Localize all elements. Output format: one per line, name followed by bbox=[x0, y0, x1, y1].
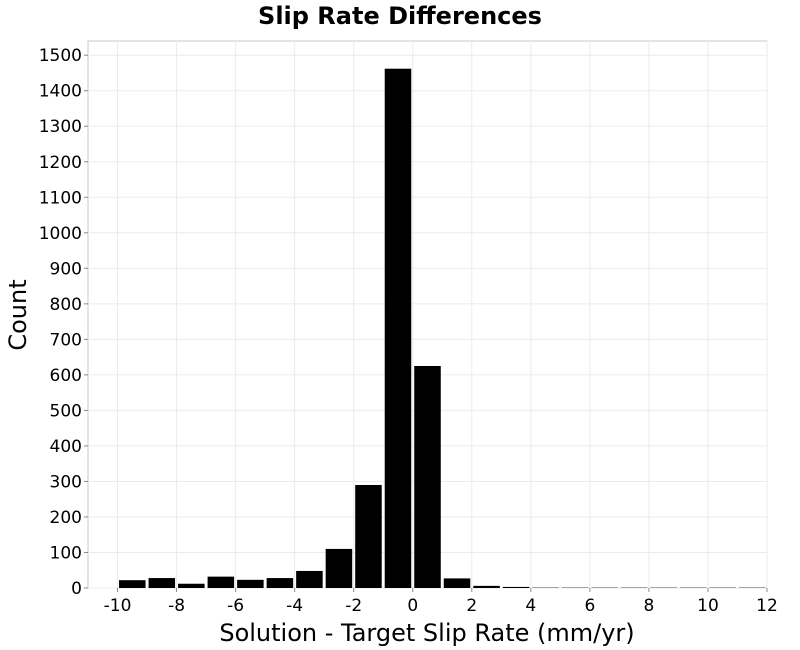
chart-title: Slip Rate Differences bbox=[258, 2, 542, 30]
y-tick-label: 1400 bbox=[39, 82, 82, 102]
y-axis-label: Count bbox=[4, 279, 32, 350]
histogram-bar bbox=[384, 68, 412, 588]
y-tick-label: 400 bbox=[50, 437, 82, 457]
x-tick-label: -10 bbox=[104, 596, 132, 616]
x-tick-label: 0 bbox=[407, 596, 418, 616]
y-tick-label: 700 bbox=[50, 330, 82, 350]
x-tick-label: -4 bbox=[286, 596, 303, 616]
histogram-bar bbox=[207, 576, 235, 588]
bars bbox=[119, 68, 766, 588]
x-tick-label: 4 bbox=[525, 596, 536, 616]
y-tick-label: 300 bbox=[50, 472, 82, 492]
histogram-bar bbox=[237, 579, 264, 588]
y-tick-label: 1500 bbox=[39, 46, 82, 66]
x-tick-label: 10 bbox=[697, 596, 719, 616]
y-tick-label: 500 bbox=[50, 401, 82, 421]
x-axis-ticks: -10 -8 -6 -4 -2 0 2 4 6 8 10 12 bbox=[104, 588, 778, 616]
y-tick-label: 200 bbox=[50, 508, 82, 528]
x-tick-label: -8 bbox=[168, 596, 185, 616]
y-tick-label: 1100 bbox=[39, 188, 82, 208]
y-axis-ticks: 0 100 200 300 400 500 600 700 800 900 1000 1100 1200… bbox=[39, 46, 88, 599]
x-tick-label: -2 bbox=[345, 596, 362, 616]
histogram-bar bbox=[414, 366, 441, 588]
y-tick-label: 600 bbox=[50, 366, 82, 386]
y-tick-label: 1300 bbox=[39, 117, 82, 137]
y-tick-label: 100 bbox=[50, 543, 82, 563]
histogram-bar bbox=[119, 580, 146, 588]
histogram-bar bbox=[502, 586, 530, 588]
histogram-bar bbox=[296, 570, 323, 588]
x-axis-label: Solution - Target Slip Rate (mm/yr) bbox=[219, 619, 634, 647]
y-tick-label: 0 bbox=[71, 579, 82, 599]
histogram-bar bbox=[325, 548, 353, 588]
histogram-bar bbox=[266, 578, 294, 588]
x-tick-label: -6 bbox=[227, 596, 244, 616]
histogram-bar bbox=[178, 583, 205, 588]
y-tick-label: 800 bbox=[50, 295, 82, 315]
x-tick-label: 8 bbox=[643, 596, 654, 616]
histogram-bar bbox=[473, 585, 500, 588]
histogram-bar bbox=[355, 484, 382, 588]
x-tick-label: 6 bbox=[584, 596, 595, 616]
x-tick-label: 12 bbox=[756, 596, 778, 616]
y-tick-label: 1000 bbox=[39, 224, 82, 244]
x-tick-label: 2 bbox=[466, 596, 477, 616]
histogram-bar bbox=[148, 578, 176, 588]
y-tick-label: 1200 bbox=[39, 153, 82, 173]
y-tick-label: 900 bbox=[50, 259, 82, 279]
histogram-bar bbox=[443, 578, 471, 588]
